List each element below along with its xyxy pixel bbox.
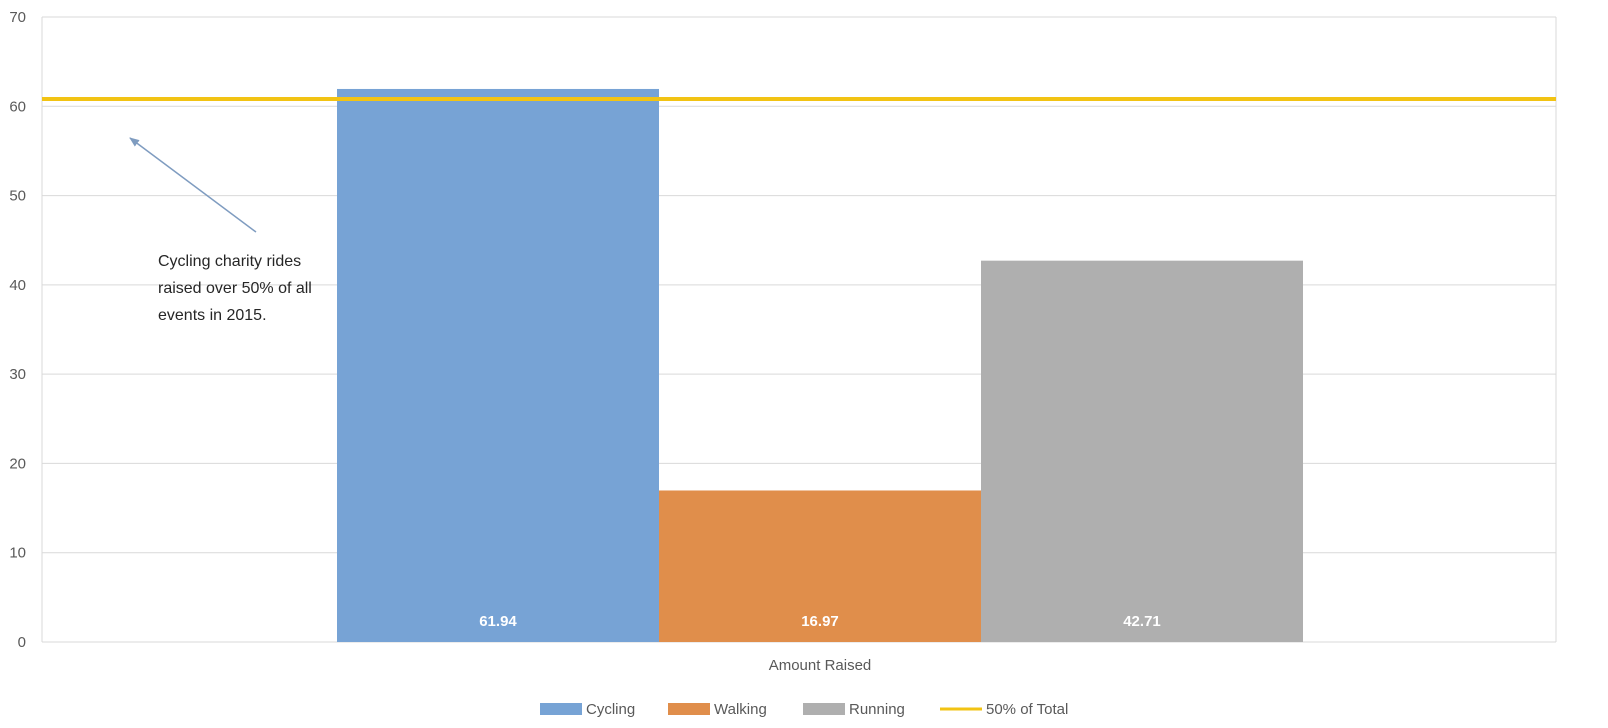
bar-running bbox=[981, 260, 1303, 642]
legend-label: Cycling bbox=[586, 701, 635, 718]
legend-label: Walking bbox=[714, 701, 767, 718]
annotation-text-line: events in 2015. bbox=[158, 307, 267, 324]
annotation: Cycling charity rides raised over 50% of … bbox=[129, 137, 312, 324]
annotation-text-line: Cycling charity rides bbox=[158, 253, 301, 270]
annotation-arrow bbox=[129, 137, 257, 233]
data-labels: 61.94 16.97 42.71 bbox=[479, 613, 1161, 630]
y-tick-label: 70 bbox=[9, 9, 26, 26]
x-category-label: Amount Raised bbox=[769, 657, 872, 674]
y-tick-label: 30 bbox=[9, 366, 26, 383]
y-tick-label: 10 bbox=[9, 545, 26, 562]
y-tick-label: 50 bbox=[9, 188, 26, 205]
annotation-text-line: raised over 50% of all bbox=[158, 280, 312, 297]
y-tick-label: 60 bbox=[9, 98, 26, 115]
legend: Cycling Walking Running 50% of Total bbox=[540, 701, 1068, 718]
data-label-cycling: 61.94 bbox=[479, 613, 517, 630]
legend-label: Running bbox=[849, 701, 905, 718]
data-label-walking: 16.97 bbox=[801, 613, 839, 630]
y-tick-label: 20 bbox=[9, 455, 26, 472]
x-axis-category-labels: Amount Raised bbox=[769, 657, 872, 674]
y-tick-label: 40 bbox=[9, 277, 26, 294]
bar-cycling bbox=[337, 88, 659, 642]
bars bbox=[337, 88, 1303, 642]
legend-swatch-cycling bbox=[540, 703, 582, 715]
y-axis-tick-labels: 0 10 20 30 40 50 60 70 bbox=[9, 9, 26, 651]
gridlines bbox=[41, 16, 1557, 643]
data-label-running: 42.71 bbox=[1123, 613, 1161, 630]
legend-swatch-walking bbox=[668, 703, 710, 715]
legend-swatch-running bbox=[803, 703, 845, 715]
y-tick-label: 0 bbox=[18, 634, 26, 651]
bar-walking bbox=[659, 490, 981, 642]
legend-label: 50% of Total bbox=[986, 701, 1068, 718]
